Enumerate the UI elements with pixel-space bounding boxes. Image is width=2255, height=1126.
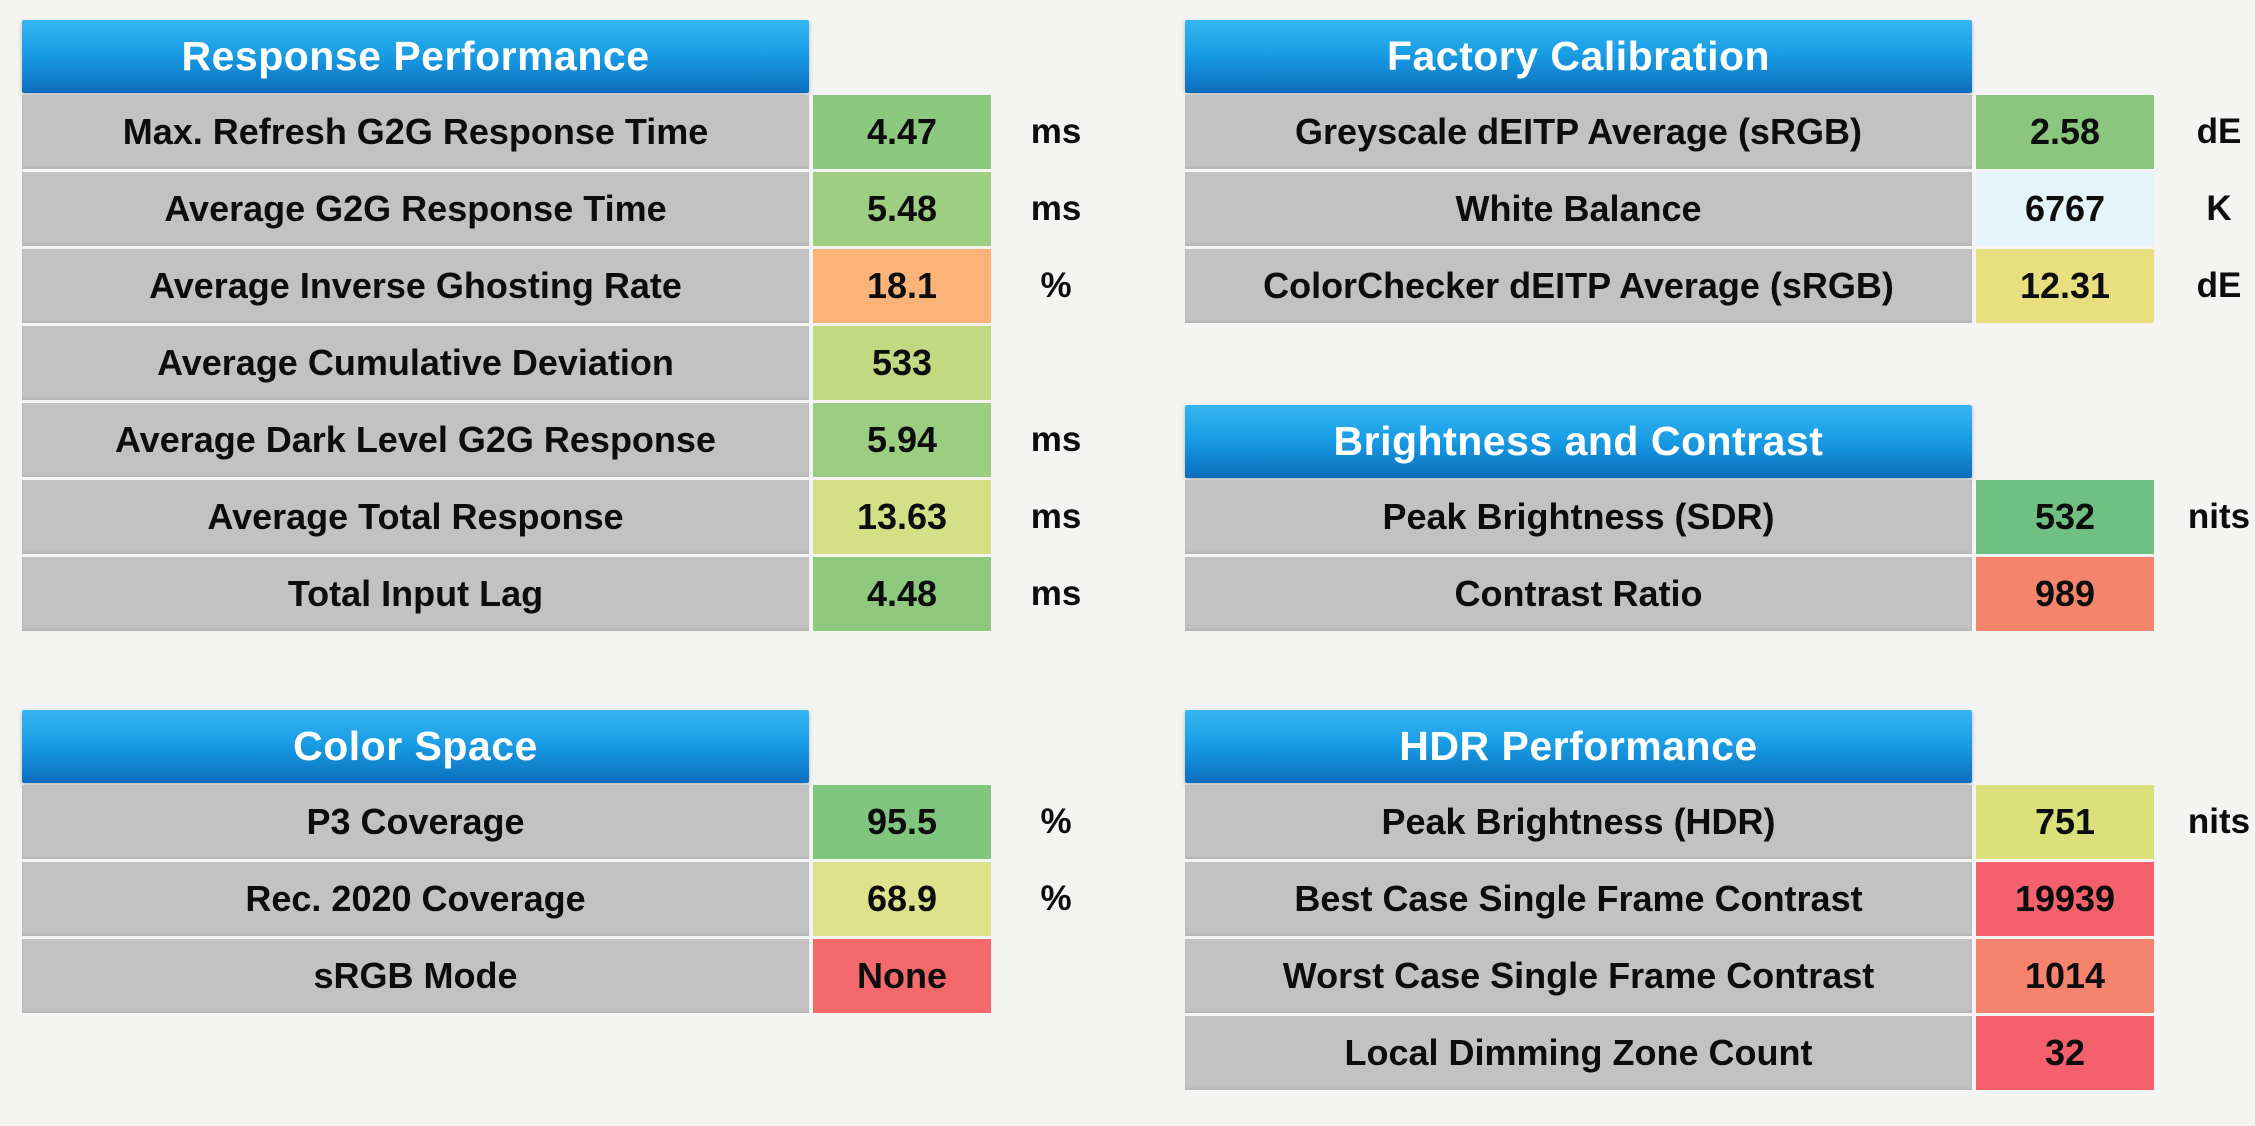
row-label: Average Dark Level G2G Response <box>22 403 809 477</box>
table-title-response-performance: Response Performance <box>22 20 809 93</box>
row-value: 18.1 <box>813 249 991 323</box>
row-label: ColorChecker dEITP Average (sRGB) <box>1185 249 1972 323</box>
table-row: White Balance 6767 K <box>1185 172 2255 246</box>
row-unit: K <box>2206 189 2232 228</box>
table-title-factory-calibration: Factory Calibration <box>1185 20 1972 93</box>
hdr-performance-table: HDR Performance Peak Brightness (HDR) 75… <box>1185 710 2255 1093</box>
row-value: 19939 <box>1976 862 2154 936</box>
row-value: 2.58 <box>1976 95 2154 169</box>
row-value: 1014 <box>1976 939 2154 1013</box>
table-row: Greyscale dEITP Average (sRGB) 2.58 dE <box>1185 95 2255 169</box>
table-row: Average Total Response 13.63 ms <box>22 480 1111 554</box>
row-unit <box>1001 326 1111 400</box>
table-row: Worst Case Single Frame Contrast 1014 <box>1185 939 2255 1013</box>
row-unit: nits <box>2187 497 2251 536</box>
response-performance-table: Response Performance Max. Refresh G2G Re… <box>22 20 1111 634</box>
table-row: sRGB Mode None <box>22 939 1111 1013</box>
row-value: 32 <box>1976 1016 2154 1090</box>
row-label: Peak Brightness (SDR) <box>1185 480 1972 554</box>
row-label: White Balance <box>1185 172 1972 246</box>
table-row: Average G2G Response Time 5.48 ms <box>22 172 1111 246</box>
factory-calibration-table: Factory Calibration Greyscale dEITP Aver… <box>1185 20 2255 326</box>
row-label: Peak Brightness (HDR) <box>1185 785 1972 859</box>
table-title-color-space: Color Space <box>22 710 809 783</box>
row-label: Local Dimming Zone Count <box>1185 1016 1972 1090</box>
row-unit: ms <box>1030 574 1082 613</box>
brightness-and-contrast-table: Brightness and Contrast Peak Brightness … <box>1185 405 2255 634</box>
row-label: Average Total Response <box>22 480 809 554</box>
row-value: 12.31 <box>1976 249 2154 323</box>
row-unit: % <box>1040 879 1072 918</box>
row-unit: dE <box>2196 112 2242 151</box>
row-label: sRGB Mode <box>22 939 809 1013</box>
row-value: 751 <box>1976 785 2154 859</box>
row-value: 95.5 <box>813 785 991 859</box>
row-unit <box>2164 1016 2255 1090</box>
table-row: Peak Brightness (HDR) 751 nits <box>1185 785 2255 859</box>
table-row: Average Dark Level G2G Response 5.94 ms <box>22 403 1111 477</box>
row-label: Average Cumulative Deviation <box>22 326 809 400</box>
row-unit: ms <box>1030 189 1082 228</box>
row-label: Greyscale dEITP Average (sRGB) <box>1185 95 1972 169</box>
row-value: 6767 <box>1976 172 2154 246</box>
row-label: P3 Coverage <box>22 785 809 859</box>
table-row: Rec. 2020 Coverage 68.9 % <box>22 862 1111 936</box>
row-value: 989 <box>1976 557 2154 631</box>
row-value: 4.47 <box>813 95 991 169</box>
row-unit <box>2164 939 2255 1013</box>
table-row: Average Inverse Ghosting Rate 18.1 % <box>22 249 1111 323</box>
table-title-hdr-performance: HDR Performance <box>1185 710 1972 783</box>
row-unit <box>1001 939 1111 1013</box>
table-row: Peak Brightness (SDR) 532 nits <box>1185 480 2255 554</box>
row-value: 5.48 <box>813 172 991 246</box>
row-label: Best Case Single Frame Contrast <box>1185 862 1972 936</box>
row-label: Worst Case Single Frame Contrast <box>1185 939 1972 1013</box>
row-label: Max. Refresh G2G Response Time <box>22 95 809 169</box>
row-value: 13.63 <box>813 480 991 554</box>
row-value: 4.48 <box>813 557 991 631</box>
row-label: Rec. 2020 Coverage <box>22 862 809 936</box>
row-unit <box>2164 557 2255 631</box>
row-unit: % <box>1040 802 1072 841</box>
row-value: 68.9 <box>813 862 991 936</box>
row-label: Average G2G Response Time <box>22 172 809 246</box>
row-unit: dE <box>2196 266 2242 305</box>
table-row: ColorChecker dEITP Average (sRGB) 12.31 … <box>1185 249 2255 323</box>
row-unit: nits <box>2187 802 2251 841</box>
row-value: 533 <box>813 326 991 400</box>
row-label: Contrast Ratio <box>1185 557 1972 631</box>
row-unit: % <box>1040 266 1072 305</box>
table-row: Local Dimming Zone Count 32 <box>1185 1016 2255 1090</box>
table-row: Average Cumulative Deviation 533 <box>22 326 1111 400</box>
row-unit <box>2164 862 2255 936</box>
color-space-table: Color Space P3 Coverage 95.5 % Rec. 2020… <box>22 710 1111 1016</box>
row-label: Average Inverse Ghosting Rate <box>22 249 809 323</box>
table-row: Contrast Ratio 989 <box>1185 557 2255 631</box>
row-label: Total Input Lag <box>22 557 809 631</box>
table-row: P3 Coverage 95.5 % <box>22 785 1111 859</box>
row-value: None <box>813 939 991 1013</box>
row-unit: ms <box>1030 497 1082 536</box>
table-row: Best Case Single Frame Contrast 19939 <box>1185 862 2255 936</box>
table-row: Max. Refresh G2G Response Time 4.47 ms <box>22 95 1111 169</box>
table-title-brightness-and-contrast: Brightness and Contrast <box>1185 405 1972 478</box>
row-unit: ms <box>1030 420 1082 459</box>
row-value: 532 <box>1976 480 2154 554</box>
table-row: Total Input Lag 4.48 ms <box>22 557 1111 631</box>
row-value: 5.94 <box>813 403 991 477</box>
row-unit: ms <box>1030 112 1082 151</box>
